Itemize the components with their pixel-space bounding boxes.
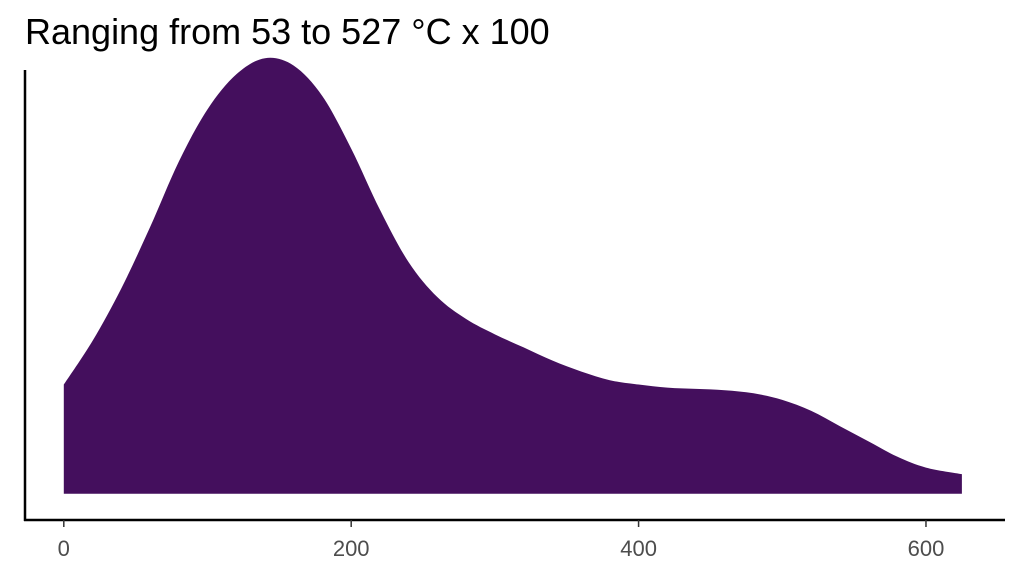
x-tick-label: 600: [908, 536, 945, 561]
x-tick-label: 400: [620, 536, 657, 561]
chart-title: Ranging from 53 to 527 °C x 100: [25, 11, 550, 52]
series-layer: [63, 57, 962, 494]
x-tick-label: 200: [333, 536, 370, 561]
tick-layer: 0 200 400 600: [58, 520, 945, 561]
density-area-series-0: [63, 57, 962, 494]
x-tick-label: 0: [58, 536, 70, 561]
